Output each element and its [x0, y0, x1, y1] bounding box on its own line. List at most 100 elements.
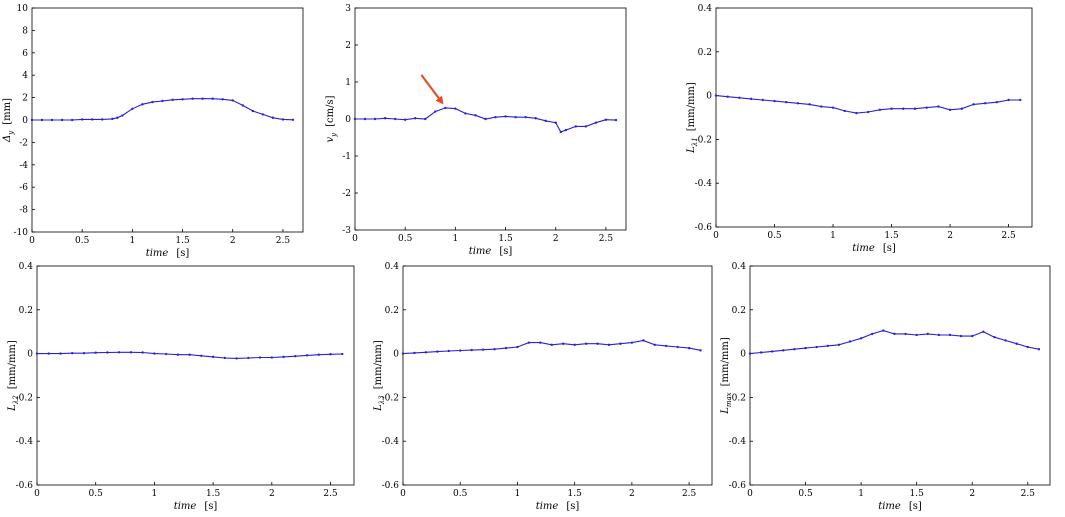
data-point: [436, 350, 439, 353]
y-tick-label: -0.2: [16, 393, 33, 403]
data-point: [771, 350, 774, 353]
y-tick-label: 0.4: [19, 262, 34, 272]
data-point: [926, 332, 929, 336]
data-point: [40, 118, 44, 122]
data-point: [106, 351, 109, 354]
data-point: [831, 106, 835, 109]
x-tick-label: 0: [713, 231, 719, 241]
y-tick-label: -2: [19, 138, 28, 148]
x-tick-label: 0.5: [453, 489, 468, 499]
data-point: [614, 118, 618, 122]
x-tick-label: 0.5: [798, 489, 813, 499]
data-point: [890, 107, 893, 110]
data-point: [604, 118, 608, 121]
y-tick-label: 6: [22, 49, 28, 59]
data-point: [562, 342, 565, 345]
y-tick-label: 0.2: [698, 48, 712, 58]
data-point: [527, 341, 531, 344]
x-tick-label: 1.5: [206, 489, 221, 499]
data-point: [117, 351, 121, 354]
data-point: [878, 108, 882, 112]
data-point: [665, 344, 668, 348]
data-point: [353, 117, 357, 121]
chart-l-lambda3: 0 0.5 1 1.5 2 2.5 -0.6 -0.4 -0.2 0 0.2 0.4 time [s] Lλ…: [373, 262, 713, 512]
y-tick-label: -0.2: [695, 135, 712, 145]
y-tick-label: 3: [345, 4, 351, 14]
data-point: [574, 125, 578, 128]
data-point: [1015, 342, 1018, 345]
data-point: [211, 97, 214, 100]
data-point: [494, 115, 497, 119]
data-point: [815, 345, 818, 349]
data-point: [464, 112, 467, 115]
data-point: [80, 118, 84, 121]
red-arrow-annotation: [420, 74, 444, 105]
x-tick-label: 1.5: [498, 234, 513, 244]
data-point: [101, 118, 104, 121]
data-point: [773, 99, 776, 103]
y-tick-label: 10: [17, 4, 29, 14]
data-point: [915, 333, 918, 337]
data-point: [403, 118, 407, 121]
data-point: [871, 332, 874, 336]
data-point: [211, 355, 215, 359]
data-point: [820, 105, 823, 108]
y-tick-label: -4: [19, 161, 28, 171]
x-tick-label: 1: [130, 236, 136, 246]
data-point: [393, 117, 397, 121]
data-point: [573, 343, 576, 347]
y-axis-label: Δy[mm]: [2, 98, 15, 143]
data-point: [584, 125, 588, 128]
y-axis-label: Lλ2[mm/mm]: [7, 340, 20, 412]
data-point: [796, 102, 800, 105]
x-tick-label: 2: [230, 236, 236, 246]
x-tick-label: 2.5: [1021, 489, 1036, 499]
x-tick-label: 2.5: [323, 489, 338, 499]
data-point: [171, 98, 174, 102]
x-tick-label: 1.5: [175, 236, 190, 246]
y-tick-label: 0: [345, 115, 351, 125]
y-tick-label: 0.4: [698, 4, 713, 14]
data-point: [261, 113, 265, 116]
data-point: [50, 118, 54, 122]
chart-displacement: 0 0.5 1 1.5 2 2.5 -10 -8 -6 -4 -2 0 2 4 6 8 10 time [s] Δy[…: [2, 4, 304, 259]
data-point: [550, 343, 553, 347]
plot-frame: [749, 265, 1051, 486]
y-tick-label: -0.6: [695, 223, 713, 233]
data-point: [270, 356, 274, 359]
data-point: [141, 103, 144, 106]
x-tick-label: 1.5: [884, 231, 899, 241]
data-point: [837, 343, 841, 347]
data-point: [191, 97, 194, 100]
y-tick-label: -8: [19, 206, 28, 216]
x-tick-label: 2.5: [599, 234, 614, 244]
y-tick-label: 0: [393, 350, 399, 360]
y-tick-label: 4: [22, 71, 28, 81]
data-point: [414, 117, 417, 120]
data-point: [161, 99, 164, 103]
data-point: [855, 111, 858, 115]
data-point: [687, 346, 691, 350]
data-point: [925, 106, 928, 109]
data-point: [564, 128, 567, 132]
data-point: [317, 353, 320, 356]
data-point: [291, 118, 295, 121]
data-point: [82, 351, 86, 355]
plot-frame: [402, 265, 713, 486]
data-point: [607, 343, 611, 347]
data-point: [1037, 348, 1041, 351]
data-point: [959, 334, 963, 338]
data-point: [1026, 345, 1029, 349]
x-tick-label: 1: [152, 489, 158, 499]
data-point: [761, 98, 765, 102]
data-point: [937, 333, 941, 337]
y-tick-label: -6: [19, 183, 28, 193]
data-point: [982, 330, 985, 333]
x-axis-label: time [s]: [174, 501, 218, 512]
chart-l-lambda1: 0 0.5 1 1.5 2 2.5 -0.6 -0.4 -0.2 0 0.2 0.4 time [s] Lλ…: [686, 4, 1033, 254]
data-point: [493, 348, 496, 351]
data-point: [121, 114, 124, 117]
data-point: [630, 341, 634, 344]
data-point: [971, 334, 974, 338]
data-point: [748, 352, 752, 355]
